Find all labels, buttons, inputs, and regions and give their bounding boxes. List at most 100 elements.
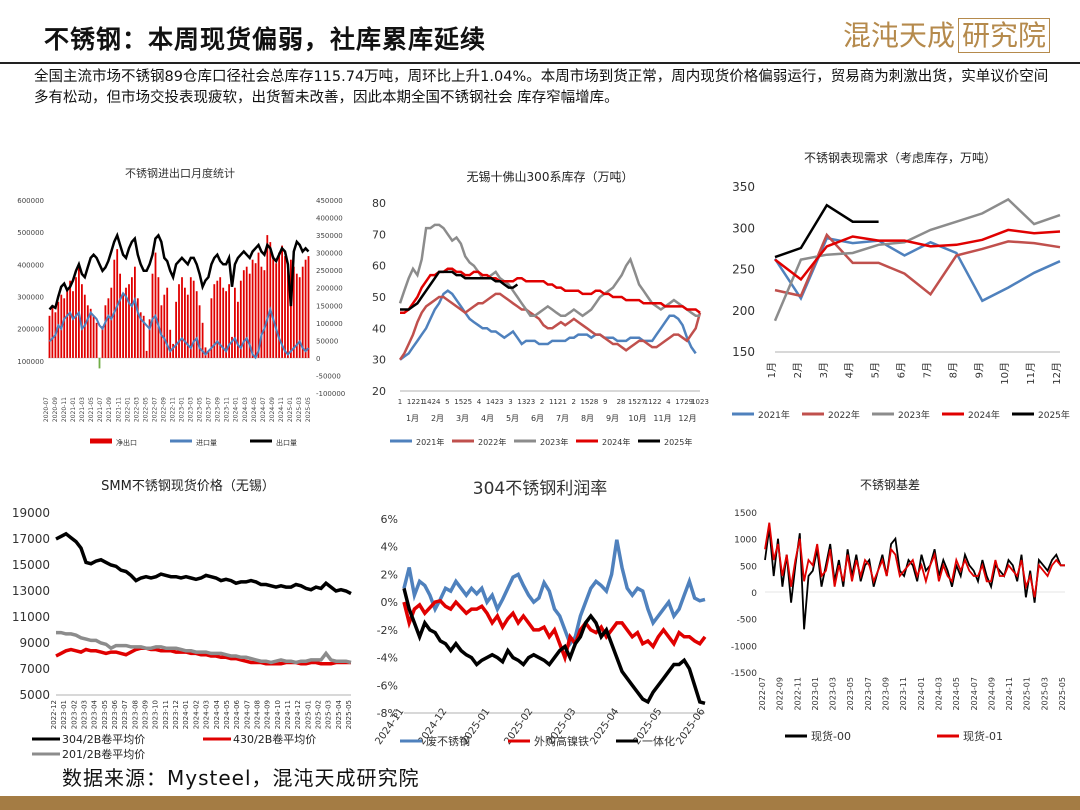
x-tick-label: 4 [666,398,671,406]
x-tick-label: 2023-11 [162,700,170,729]
y-tick-label: -8% [377,707,398,720]
y-tick-label: 0 [751,589,757,599]
bar-net-export [89,308,92,358]
legend-label: 废不锈钢 [426,734,470,748]
bar-net-export [139,312,142,358]
x-tick-label: 2021-01 [70,397,77,422]
y-tick-label: 2% [381,568,398,581]
month-label: 5月 [506,414,519,423]
bar-net-export [269,242,272,358]
month-label: 9月 [606,414,619,423]
month-label: 3月 [456,414,469,423]
bar-net-export [172,343,174,358]
bar-net-export [92,315,95,358]
legend-label: 2025年 [1038,409,1070,421]
y-tick-label: 350 [732,180,755,194]
bar-net-export [248,273,251,358]
x-tick-label: 1023 [691,398,709,406]
y-tick-label: 300000 [17,294,44,302]
month-label: 4月 [481,414,494,423]
x-tick-label: 12月 [1051,362,1063,385]
y-tick-label: -6% [377,679,398,692]
legend-label: 2021年 [416,437,444,447]
chart-title: 不锈钢表现需求（考虑库存，万吨） [804,150,996,165]
series-line [55,531,352,596]
x-tick-label: 2025-05 [1058,677,1067,710]
x-tick-label: 9月 [973,362,985,378]
x-tick-label: 2024-05 [223,700,231,729]
x-tick-label: 2024-01 [917,677,926,710]
x-tick-label: 2023-05 [197,397,204,422]
bar-net-export [160,305,163,358]
month-label: 8月 [581,414,594,423]
x-tick-label: 28 [617,398,626,406]
y2-tick-label: 0 [316,355,320,363]
bar-net-export [266,235,269,358]
y-tick-label: -1500 [731,669,757,679]
y-tick-label: -500 [737,616,758,626]
legend-label: 现货-00 [811,729,851,743]
bar-net-export [307,256,310,358]
bar-net-export [189,277,192,358]
x-tick-label: 8月 [947,362,959,378]
x-tick-label: 2023-12 [172,700,180,729]
bar-net-export [166,287,169,358]
x-tick-label: 2020-07 [43,397,50,422]
x-tick-label: 2024-03 [203,700,211,729]
x-tick-label: 1423 [486,398,504,406]
y-tick-label: -4% [377,652,398,665]
month-label: 7月 [556,414,569,423]
x-tick-label: 2025-01 [1023,677,1032,710]
chart-title: 无锡十佛山300系库存（万吨） [467,169,634,184]
y-tick-label: -2% [377,624,398,637]
bar-net-export [234,287,236,358]
y-tick-label: 200 [732,304,755,318]
summary-text: 全国主流市场不锈钢89仓库口径社会总库存115.74万吨，周环比上升1.04%。… [34,69,1049,106]
bar-net-export [107,298,110,358]
x-tick-label: 9 [603,398,607,406]
y2-tick-label: -100000 [316,390,345,398]
y-tick-label: 9000 [19,636,50,650]
bar-net-export [186,294,189,358]
x-tick-label: 2023-01 [60,700,68,729]
x-tick-label: 2022-09 [160,397,167,422]
bar-net-export [287,266,289,358]
x-tick-label: 2025-03 [296,397,303,422]
x-tick-label: 2025-03 [1040,677,1049,710]
line-import [48,291,310,360]
bar-net-export [204,347,207,358]
x-tick-label: 2024-09 [264,700,272,729]
legend-label: 出口量 [276,438,297,447]
x-tick-label: 1323 [517,398,535,406]
y2-tick-label: 400000 [316,215,343,223]
series-line [398,292,702,361]
x-tick-label: 2月 [792,362,804,378]
y-tick-label: 50 [372,291,386,304]
y-tick-label: 250 [732,263,755,277]
series-line [774,203,879,259]
x-tick-label: 1527 [628,398,646,406]
series-line [773,236,1061,303]
x-tick-label: 6月 [896,362,908,378]
x-tick-label: 2021-11 [115,397,122,422]
legend-label: 2024年 [602,437,630,447]
y-tick-label: 600000 [17,197,44,205]
bar-net-export [210,298,213,358]
series-line [55,646,351,666]
bar-net-export [292,266,295,358]
x-tick-label: 2023-07 [206,397,213,422]
month-label: 11月 [653,414,671,423]
x-tick-label: 1528 [581,398,599,406]
x-tick-label: 2024-07 [260,397,267,422]
x-tick-label: 11月 [1025,362,1037,385]
bar-net-export [237,301,239,358]
bar-net-export [301,266,304,358]
y-tick-label: 200000 [17,326,44,334]
y-tick-label: 1000 [734,536,757,546]
x-tick-label: 2021-07 [97,397,104,422]
y2-tick-label: -50000 [316,372,341,380]
x-tick-label: 2023-04 [91,699,99,729]
bar-net-export [216,280,219,358]
x-tick-label: 2025-01 [304,700,312,729]
